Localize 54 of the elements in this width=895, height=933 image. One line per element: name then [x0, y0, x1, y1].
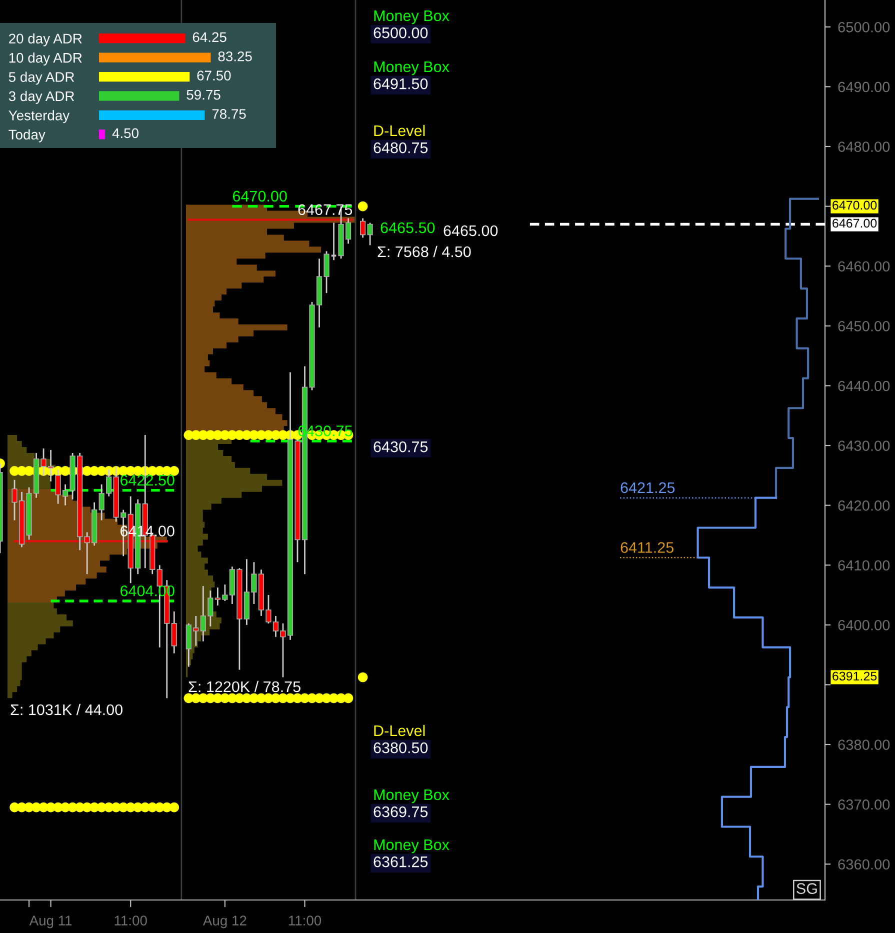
data-label: 4.50	[112, 128, 138, 138]
annotation: 6361.25	[374, 856, 428, 868]
x-tick-label: Aug 12	[202, 916, 246, 928]
annotation: SG	[796, 883, 817, 894]
annotation: 6470.00	[232, 190, 287, 202]
y-tick-label: 6490.00	[838, 82, 890, 92]
data-label: 67.50	[197, 70, 231, 80]
annotation: Σ: 1220K / 78.75	[188, 680, 300, 692]
annotation: Σ: 1031K / 44.00	[10, 704, 122, 716]
annotation: Money Box	[374, 61, 450, 76]
annotation: Money Box	[374, 839, 450, 854]
annotation: Money Box	[374, 789, 450, 804]
text: 6467.00	[832, 218, 877, 228]
annotation: 6430.75	[374, 441, 428, 452]
y-tick-label: 6410.00	[838, 560, 890, 571]
y-tick-label: 10 day ADR	[9, 52, 82, 66]
annotation: 6480.75	[374, 142, 428, 154]
y-tick-label: 6400.00	[838, 620, 890, 630]
annotation: D-Level	[374, 124, 425, 136]
annotation: 6411.25	[620, 542, 674, 553]
data-label: 83.25	[218, 51, 252, 62]
annotation: 6369.75	[374, 806, 428, 818]
y-tick-label: 6460.00	[838, 261, 890, 272]
x-tick-label: 11:00	[114, 916, 147, 926]
annotation: D-Level	[374, 724, 425, 736]
data-label: 64.25	[192, 32, 226, 42]
y-tick-label: 6430.00	[838, 440, 890, 451]
text: 6391.25	[832, 672, 877, 681]
annotation: Money Box	[374, 10, 450, 24]
y-tick-label: 20 day ADR	[9, 33, 82, 46]
x-tick-label: Aug 11	[29, 916, 72, 928]
y-tick-label: 3 day ADR	[8, 90, 74, 104]
annotation: 6491.50	[374, 78, 428, 90]
y-tick-label: 6380.00	[838, 740, 890, 750]
text: 6470.00	[832, 200, 877, 210]
y-tick-label: Yesterday	[8, 110, 70, 124]
annotation: 6380.50	[374, 742, 428, 754]
y-tick-label: 5 day ADR	[8, 72, 74, 85]
y-tick-label: 6360.00	[838, 859, 890, 870]
y-tick-label: 6500.00	[838, 22, 890, 32]
annotation: 6465.50	[380, 222, 435, 234]
annotation: 6421.25	[620, 482, 675, 494]
y-tick-label: 6370.00	[838, 799, 890, 810]
y-tick-label: 6450.00	[838, 321, 890, 332]
y-tick-label: 6420.00	[838, 500, 890, 511]
data-label: 59.75	[186, 90, 220, 100]
x-tick-label: 11:00	[288, 916, 322, 926]
y-tick-label: Today	[8, 129, 46, 142]
annotation: Σ: 7568 / 4.50	[378, 246, 471, 258]
data-label: 78.75	[212, 109, 246, 119]
annotation: 6500.00	[374, 27, 428, 38]
annotation: 6465.00	[444, 225, 498, 236]
y-tick-label: 6440.00	[838, 380, 890, 392]
y-tick-label: 6480.00	[838, 142, 890, 152]
